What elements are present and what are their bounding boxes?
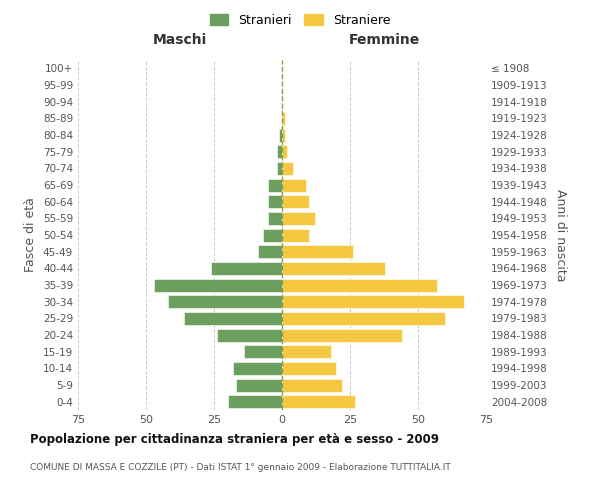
Bar: [244, 345, 282, 358]
Bar: [282, 162, 293, 175]
Bar: [282, 145, 287, 158]
Bar: [268, 178, 282, 192]
Bar: [282, 195, 309, 208]
Bar: [268, 212, 282, 225]
Bar: [268, 195, 282, 208]
Text: Popolazione per cittadinanza straniera per età e sesso - 2009: Popolazione per cittadinanza straniera p…: [30, 432, 439, 446]
Bar: [279, 128, 282, 141]
Bar: [263, 228, 282, 241]
Bar: [282, 128, 285, 141]
Bar: [277, 162, 282, 175]
Bar: [282, 262, 385, 275]
Bar: [282, 112, 285, 125]
Y-axis label: Anni di nascita: Anni di nascita: [554, 188, 567, 281]
Bar: [154, 278, 282, 291]
Bar: [217, 328, 282, 342]
Bar: [227, 395, 282, 408]
Bar: [282, 228, 309, 241]
Bar: [168, 295, 282, 308]
Bar: [282, 295, 464, 308]
Text: Femmine: Femmine: [349, 32, 419, 46]
Bar: [236, 378, 282, 392]
Bar: [211, 262, 282, 275]
Bar: [282, 212, 314, 225]
Bar: [184, 312, 282, 325]
Bar: [282, 362, 337, 375]
Bar: [282, 378, 342, 392]
Bar: [282, 312, 445, 325]
Bar: [282, 278, 437, 291]
Bar: [282, 328, 401, 342]
Bar: [282, 178, 307, 192]
Text: Maschi: Maschi: [153, 32, 207, 46]
Bar: [257, 245, 282, 258]
Bar: [282, 395, 355, 408]
Text: COMUNE DI MASSA E COZZILE (PT) - Dati ISTAT 1° gennaio 2009 - Elaborazione TUTTI: COMUNE DI MASSA E COZZILE (PT) - Dati IS…: [30, 462, 451, 471]
Bar: [233, 362, 282, 375]
Bar: [277, 145, 282, 158]
Bar: [282, 345, 331, 358]
Bar: [282, 245, 353, 258]
Legend: Stranieri, Straniere: Stranieri, Straniere: [205, 8, 395, 32]
Y-axis label: Fasce di età: Fasce di età: [25, 198, 37, 272]
